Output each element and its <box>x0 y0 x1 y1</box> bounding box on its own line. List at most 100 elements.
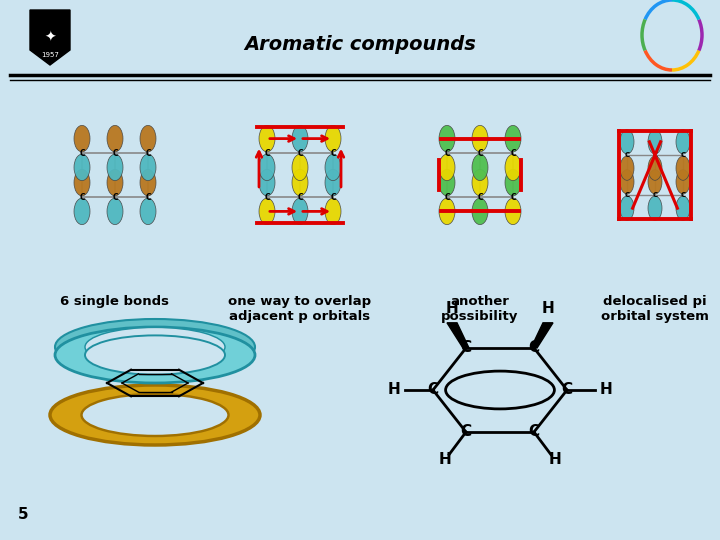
Ellipse shape <box>472 198 488 225</box>
Text: C: C <box>460 341 472 355</box>
Text: H: H <box>438 453 451 468</box>
Text: 6 single bonds: 6 single bonds <box>60 295 169 308</box>
Polygon shape <box>447 323 469 348</box>
Ellipse shape <box>676 196 690 220</box>
Ellipse shape <box>472 170 488 196</box>
Text: C: C <box>680 152 685 158</box>
Ellipse shape <box>472 125 488 152</box>
Text: C: C <box>680 192 685 198</box>
Ellipse shape <box>648 196 662 220</box>
Text: C: C <box>330 192 336 201</box>
Ellipse shape <box>140 198 156 225</box>
Ellipse shape <box>505 198 521 225</box>
Ellipse shape <box>259 170 275 196</box>
Text: C: C <box>477 148 483 158</box>
Ellipse shape <box>505 154 521 180</box>
Ellipse shape <box>439 170 455 196</box>
Text: C: C <box>528 341 539 355</box>
Ellipse shape <box>81 394 228 436</box>
Ellipse shape <box>107 125 123 152</box>
Ellipse shape <box>55 319 255 375</box>
Ellipse shape <box>325 154 341 180</box>
Text: C: C <box>297 148 303 158</box>
Ellipse shape <box>292 170 308 196</box>
Ellipse shape <box>648 170 662 194</box>
Ellipse shape <box>439 154 455 180</box>
Ellipse shape <box>472 154 488 180</box>
Text: C: C <box>624 192 629 198</box>
Text: C: C <box>145 148 150 158</box>
Text: H: H <box>387 382 400 397</box>
Ellipse shape <box>620 196 634 220</box>
Text: C: C <box>330 148 336 158</box>
Text: C: C <box>112 148 118 158</box>
Ellipse shape <box>85 327 225 367</box>
Ellipse shape <box>439 125 455 152</box>
Ellipse shape <box>505 170 521 196</box>
Text: C: C <box>652 152 657 158</box>
Ellipse shape <box>676 130 690 154</box>
Ellipse shape <box>107 154 123 180</box>
Text: C: C <box>562 382 572 397</box>
Text: H: H <box>600 382 613 397</box>
Text: one way to overlap
adjacent p orbitals: one way to overlap adjacent p orbitals <box>228 295 372 323</box>
Ellipse shape <box>259 198 275 225</box>
Ellipse shape <box>676 156 690 180</box>
Text: C: C <box>444 148 450 158</box>
Ellipse shape <box>50 385 260 445</box>
Ellipse shape <box>74 154 90 180</box>
Text: C: C <box>510 192 516 201</box>
Polygon shape <box>531 323 553 348</box>
Text: H: H <box>549 453 562 468</box>
Text: C: C <box>264 148 270 158</box>
Ellipse shape <box>620 130 634 154</box>
Text: C: C <box>444 192 450 201</box>
Ellipse shape <box>292 125 308 152</box>
Text: delocalised pi
orbital system: delocalised pi orbital system <box>601 295 709 323</box>
Ellipse shape <box>140 154 156 180</box>
Text: H: H <box>446 301 459 316</box>
Ellipse shape <box>55 327 255 383</box>
Ellipse shape <box>140 125 156 152</box>
Ellipse shape <box>74 170 90 196</box>
Text: ✦: ✦ <box>44 31 56 45</box>
Text: C: C <box>297 192 303 201</box>
Ellipse shape <box>140 170 156 196</box>
Ellipse shape <box>325 125 341 152</box>
Ellipse shape <box>107 170 123 196</box>
Polygon shape <box>30 10 70 65</box>
Ellipse shape <box>259 125 275 152</box>
Ellipse shape <box>439 198 455 225</box>
Ellipse shape <box>620 170 634 194</box>
Text: C: C <box>112 192 118 201</box>
Ellipse shape <box>292 198 308 225</box>
Text: C: C <box>79 192 85 201</box>
Ellipse shape <box>505 125 521 152</box>
Ellipse shape <box>107 198 123 225</box>
Ellipse shape <box>648 156 662 180</box>
Text: C: C <box>652 192 657 198</box>
Ellipse shape <box>74 125 90 152</box>
Ellipse shape <box>85 335 225 375</box>
Text: C: C <box>528 424 539 440</box>
Text: 5: 5 <box>18 507 29 522</box>
Text: C: C <box>79 148 85 158</box>
Text: C: C <box>428 382 438 397</box>
Text: C: C <box>145 192 150 201</box>
Text: Aromatic compounds: Aromatic compounds <box>244 36 476 55</box>
Ellipse shape <box>325 170 341 196</box>
Text: C: C <box>624 152 629 158</box>
Text: H: H <box>541 301 554 316</box>
Ellipse shape <box>648 130 662 154</box>
Ellipse shape <box>74 198 90 225</box>
Text: another
possibility: another possibility <box>441 295 518 323</box>
Text: C: C <box>510 148 516 158</box>
Text: 1957: 1957 <box>41 52 59 58</box>
Text: C: C <box>477 192 483 201</box>
Ellipse shape <box>259 154 275 180</box>
Ellipse shape <box>325 198 341 225</box>
Ellipse shape <box>292 154 308 180</box>
Ellipse shape <box>676 170 690 194</box>
Text: C: C <box>264 192 270 201</box>
Ellipse shape <box>620 156 634 180</box>
